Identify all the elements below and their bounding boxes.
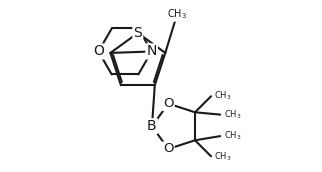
Text: CH$_3$: CH$_3$ (223, 108, 241, 121)
Text: CH$_3$: CH$_3$ (214, 89, 232, 102)
Text: O: O (163, 142, 174, 155)
Text: O: O (93, 45, 104, 58)
Text: B: B (147, 119, 157, 133)
Text: S: S (133, 26, 142, 40)
Text: CH$_3$: CH$_3$ (214, 151, 232, 163)
Text: N: N (147, 45, 157, 58)
Text: CH$_3$: CH$_3$ (223, 130, 241, 142)
Text: O: O (163, 97, 174, 110)
Text: CH$_3$: CH$_3$ (167, 7, 187, 21)
